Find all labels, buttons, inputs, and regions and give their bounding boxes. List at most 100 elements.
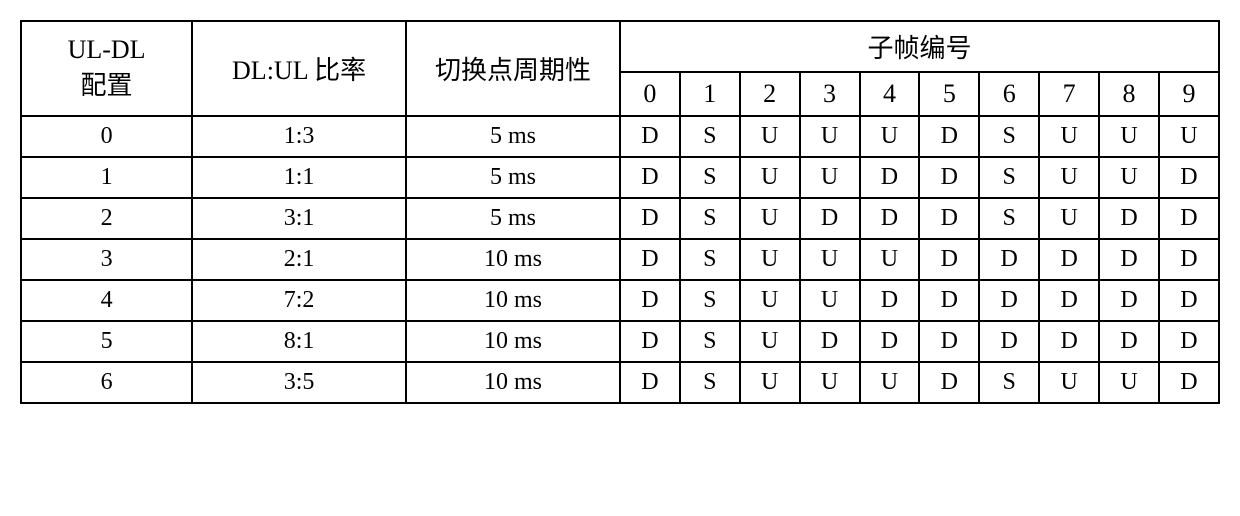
- cell-sf-9: D: [1159, 362, 1219, 403]
- cell-sf-3: U: [800, 116, 860, 157]
- cell-period: 5 ms: [406, 198, 620, 239]
- cell-sf-7: U: [1039, 157, 1099, 198]
- cell-sf-5: D: [919, 321, 979, 362]
- cell-config: 2: [21, 198, 192, 239]
- cell-sf-6: D: [979, 239, 1039, 280]
- cell-sf-4: D: [860, 198, 920, 239]
- cell-sf-3: U: [800, 157, 860, 198]
- cell-sf-2: U: [740, 362, 800, 403]
- cell-sf-1: S: [680, 362, 740, 403]
- cell-sf-5: D: [919, 362, 979, 403]
- cell-sf-7: U: [1039, 116, 1099, 157]
- table-row: 01:35 msDSUUUDSUUU: [21, 116, 1219, 157]
- cell-ratio: 1:3: [192, 116, 406, 157]
- table-row: 32:110 msDSUUUDDDDD: [21, 239, 1219, 280]
- cell-sf-0: D: [620, 239, 680, 280]
- uldl-config-table: UL-DL 配置 DL:UL 比率 切换点周期性 子帧编号 0 1 2 3 4 …: [20, 20, 1220, 404]
- cell-sf-8: D: [1099, 198, 1159, 239]
- cell-period: 5 ms: [406, 157, 620, 198]
- cell-sf-9: D: [1159, 321, 1219, 362]
- table-row: 47:210 msDSUUDDDDDD: [21, 280, 1219, 321]
- cell-sf-1: S: [680, 157, 740, 198]
- sf-num-0: 0: [620, 72, 680, 116]
- cell-sf-4: U: [860, 239, 920, 280]
- cell-sf-0: D: [620, 280, 680, 321]
- cell-sf-8: U: [1099, 116, 1159, 157]
- cell-config: 4: [21, 280, 192, 321]
- cell-sf-8: D: [1099, 280, 1159, 321]
- cell-period: 10 ms: [406, 239, 620, 280]
- header-ratio: DL:UL 比率: [192, 21, 406, 116]
- cell-sf-5: D: [919, 157, 979, 198]
- cell-sf-9: D: [1159, 239, 1219, 280]
- cell-sf-2: U: [740, 116, 800, 157]
- table-row: 23:15 msDSUDDDSUDD: [21, 198, 1219, 239]
- cell-sf-8: D: [1099, 239, 1159, 280]
- table-row: 11:15 msDSUUDDSUUD: [21, 157, 1219, 198]
- cell-sf-5: D: [919, 239, 979, 280]
- table-header: UL-DL 配置 DL:UL 比率 切换点周期性 子帧编号 0 1 2 3 4 …: [21, 21, 1219, 116]
- cell-sf-3: D: [800, 321, 860, 362]
- cell-sf-4: D: [860, 157, 920, 198]
- cell-sf-4: D: [860, 321, 920, 362]
- cell-period: 10 ms: [406, 321, 620, 362]
- cell-config: 3: [21, 239, 192, 280]
- cell-ratio: 8:1: [192, 321, 406, 362]
- cell-config: 5: [21, 321, 192, 362]
- sf-num-7: 7: [1039, 72, 1099, 116]
- cell-sf-8: D: [1099, 321, 1159, 362]
- sf-num-1: 1: [680, 72, 740, 116]
- cell-sf-2: U: [740, 198, 800, 239]
- cell-sf-6: S: [979, 362, 1039, 403]
- cell-sf-2: U: [740, 157, 800, 198]
- cell-sf-3: U: [800, 239, 860, 280]
- cell-sf-2: U: [740, 321, 800, 362]
- cell-sf-7: D: [1039, 321, 1099, 362]
- cell-sf-0: D: [620, 362, 680, 403]
- sf-num-3: 3: [800, 72, 860, 116]
- cell-sf-4: D: [860, 280, 920, 321]
- sf-num-5: 5: [919, 72, 979, 116]
- cell-sf-7: D: [1039, 239, 1099, 280]
- table-row: 63:510 msDSUUUDSUUD: [21, 362, 1219, 403]
- table-row: 58:110 msDSUDDDDDDD: [21, 321, 1219, 362]
- cell-sf-6: S: [979, 198, 1039, 239]
- cell-ratio: 3:5: [192, 362, 406, 403]
- cell-sf-6: D: [979, 321, 1039, 362]
- cell-sf-1: S: [680, 321, 740, 362]
- cell-sf-4: U: [860, 362, 920, 403]
- sf-num-4: 4: [860, 72, 920, 116]
- cell-sf-1: S: [680, 239, 740, 280]
- cell-sf-8: U: [1099, 362, 1159, 403]
- cell-sf-6: S: [979, 157, 1039, 198]
- cell-sf-6: S: [979, 116, 1039, 157]
- cell-sf-9: U: [1159, 116, 1219, 157]
- header-config-line2: 配置: [81, 71, 133, 100]
- cell-sf-1: S: [680, 198, 740, 239]
- cell-sf-0: D: [620, 116, 680, 157]
- cell-ratio: 7:2: [192, 280, 406, 321]
- cell-sf-6: D: [979, 280, 1039, 321]
- cell-sf-8: U: [1099, 157, 1159, 198]
- cell-ratio: 1:1: [192, 157, 406, 198]
- cell-config: 6: [21, 362, 192, 403]
- sf-num-8: 8: [1099, 72, 1159, 116]
- cell-config: 0: [21, 116, 192, 157]
- cell-ratio: 2:1: [192, 239, 406, 280]
- cell-sf-1: S: [680, 280, 740, 321]
- cell-sf-9: D: [1159, 157, 1219, 198]
- cell-sf-5: D: [919, 198, 979, 239]
- cell-period: 10 ms: [406, 362, 620, 403]
- cell-period: 5 ms: [406, 116, 620, 157]
- header-config: UL-DL 配置: [21, 21, 192, 116]
- cell-ratio: 3:1: [192, 198, 406, 239]
- cell-period: 10 ms: [406, 280, 620, 321]
- cell-sf-0: D: [620, 321, 680, 362]
- cell-sf-9: D: [1159, 280, 1219, 321]
- cell-sf-7: D: [1039, 280, 1099, 321]
- cell-sf-2: U: [740, 280, 800, 321]
- cell-sf-7: U: [1039, 198, 1099, 239]
- table-body: 01:35 msDSUUUDSUUU11:15 msDSUUDDSUUD23:1…: [21, 116, 1219, 403]
- cell-sf-7: U: [1039, 362, 1099, 403]
- cell-sf-5: D: [919, 116, 979, 157]
